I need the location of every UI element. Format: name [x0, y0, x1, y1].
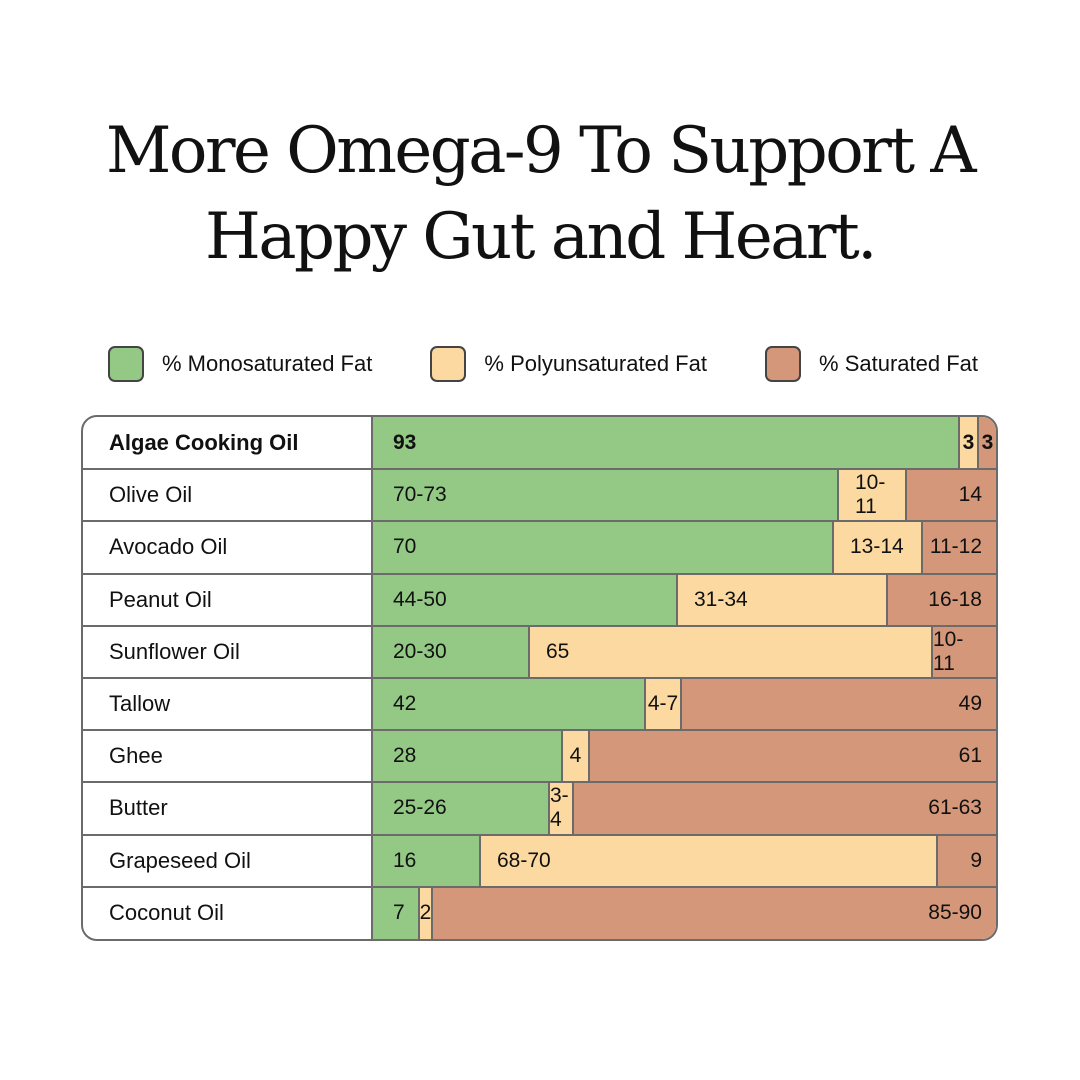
oil-name-avocado-oil: Avocado Oil [109, 534, 228, 560]
fat-comparison-chart: Algae Cooking Oil 93 3 3 Olive Oil 70-73 10-11… [81, 415, 998, 941]
oil-name-sunflower-oil: Sunflower Oil [109, 638, 240, 664]
legend-swatch-saturated [765, 346, 802, 382]
table-row: Sunflower Oil 20-30 65 10-11 [83, 625, 996, 678]
chart-legend: % Monosaturated Fat % Polyunsaturated Fa… [108, 344, 978, 384]
bar-ghee: 28 4 61 [373, 730, 996, 783]
bar-segment-mono-peanut-oil: 44-50 [373, 573, 676, 626]
row-divider [83, 833, 996, 836]
row-divider [83, 572, 996, 575]
bar-segment-mono-ghee: 28 [373, 730, 561, 783]
oil-name-tallow: Tallow [109, 691, 171, 717]
bar-segment-mono-olive-oil: 70-73 [373, 469, 837, 522]
bar-tallow: 42 4-7 49 [373, 678, 996, 731]
column-divider [371, 417, 373, 939]
oil-name-coconut-oil: Coconut Oil [109, 899, 224, 925]
row-divider [83, 781, 996, 784]
oil-name-ghee: Ghee [109, 743, 163, 769]
bar-segment-sat-olive-oil: 14 [905, 469, 996, 522]
bar-grapeseed-oil: 16 68-70 9 [373, 834, 996, 887]
bar-segment-mono-sunflower-oil: 20-30 [373, 625, 528, 678]
bar-segment-poly-ghee: 4 [561, 730, 588, 783]
row-divider [83, 729, 996, 732]
table-row: Ghee 28 4 61 [83, 730, 996, 783]
bar-segment-poly-avocado-oil: 13-14 [832, 521, 921, 574]
title-line-2: Happy Gut and Heart. [205, 200, 878, 274]
bar-olive-oil: 70-73 10-11 14 [373, 469, 996, 522]
row-divider [83, 468, 996, 471]
bar-segment-mono-grapeseed-oil: 16 [373, 834, 479, 887]
legend-swatch-polyunsaturated [430, 346, 467, 382]
bar-segment-poly-butter: 3-4 [548, 782, 572, 835]
oil-name-peanut-oil: Peanut Oil [109, 586, 212, 612]
bar-algae-cooking-oil: 93 3 3 [373, 417, 996, 470]
row-divider [83, 520, 996, 523]
legend-label-saturated: % Saturated Fat [819, 351, 978, 376]
table-row: Algae Cooking Oil 93 3 3 [83, 417, 996, 470]
page-title: More Omega-9 To Support A Happy Gut and … [0, 108, 1080, 280]
table-row: Butter 25-26 3-4 61-63 [83, 782, 996, 835]
oil-name-butter: Butter [109, 795, 168, 821]
bar-segment-mono-algae-cooking-oil: 93 [373, 417, 958, 470]
bar-segment-poly-olive-oil: 10-11 [837, 469, 905, 522]
oil-name-olive-oil: Olive Oil [109, 482, 193, 508]
bar-segment-sat-butter: 61-63 [572, 782, 996, 835]
bar-segment-sat-grapeseed-oil: 9 [936, 834, 996, 887]
title-line-1: More Omega-9 To Support A [105, 114, 977, 188]
legend-item-monosaturated: % Monosaturated Fat [108, 346, 372, 382]
table-row: Avocado Oil 70 13-14 11-12 [83, 521, 996, 574]
bar-segment-sat-coconut-oil: 85-90 [431, 886, 996, 939]
bar-segment-sat-ghee: 61 [588, 730, 996, 783]
bar-segment-sat-sunflower-oil: 10-11 [931, 625, 996, 678]
bar-segment-poly-sunflower-oil: 65 [528, 625, 931, 678]
table-row: Peanut Oil 44-50 31-34 16-18 [83, 573, 996, 626]
bar-segment-mono-coconut-oil: 7 [373, 886, 418, 939]
oil-name-grapeseed-oil: Grapeseed Oil [109, 847, 251, 873]
bar-segment-poly-coconut-oil: 2 [418, 886, 431, 939]
legend-item-polyunsaturated: % Polyunsaturated Fat [430, 346, 707, 382]
bar-segment-sat-peanut-oil: 16-18 [886, 573, 996, 626]
bar-segment-sat-avocado-oil: 11-12 [921, 521, 996, 574]
bar-sunflower-oil: 20-30 65 10-11 [373, 625, 996, 678]
bar-segment-sat-tallow: 49 [680, 678, 996, 731]
table-row: Coconut Oil 7 2 85-90 [83, 886, 996, 939]
oil-name-algae-cooking-oil: Algae Cooking Oil [109, 430, 299, 456]
row-divider [83, 677, 996, 679]
legend-swatch-monosaturated [108, 346, 144, 382]
bar-coconut-oil: 7 2 85-90 [373, 886, 996, 939]
bar-butter: 25-26 3-4 61-63 [373, 782, 996, 835]
bar-segment-mono-tallow: 42 [373, 678, 644, 731]
table-row: Olive Oil 70-73 10-11 14 [83, 469, 996, 522]
table-row: Grapeseed Oil 16 68-70 9 [83, 834, 996, 887]
bar-segment-sat-algae-cooking-oil: 3 [977, 417, 996, 470]
row-divider [83, 624, 996, 627]
bar-segment-mono-avocado-oil: 70 [373, 521, 832, 574]
bar-segment-mono-butter: 25-26 [373, 782, 548, 835]
bar-segment-poly-peanut-oil: 31-34 [676, 573, 886, 626]
legend-label-polyunsaturated: % Polyunsaturated Fat [484, 351, 707, 376]
bar-avocado-oil: 70 13-14 11-12 [373, 521, 996, 574]
legend-label-monosaturated: % Monosaturated Fat [162, 351, 373, 376]
table-row: Tallow 42 4-7 49 [83, 678, 996, 731]
bar-segment-poly-tallow: 4-7 [644, 678, 680, 731]
bar-segment-poly-algae-cooking-oil: 3 [958, 417, 977, 470]
row-divider [83, 885, 996, 888]
legend-item-saturated: % Saturated Fat [765, 346, 978, 382]
bar-peanut-oil: 44-50 31-34 16-18 [373, 573, 996, 626]
bar-segment-poly-grapeseed-oil: 68-70 [479, 834, 936, 887]
